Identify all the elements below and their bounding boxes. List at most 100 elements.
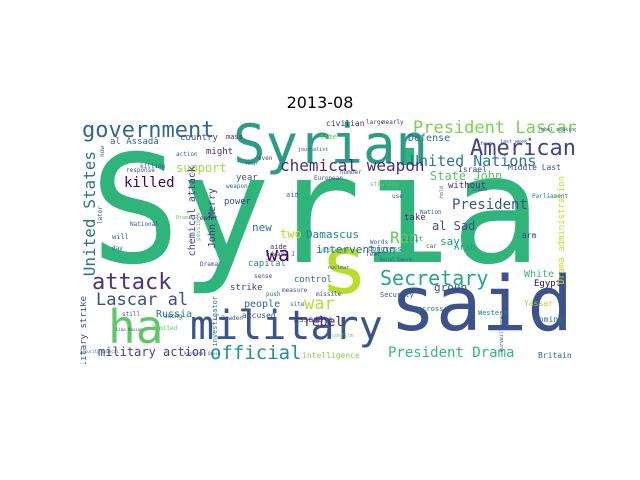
cloud-word: site — [290, 301, 305, 308]
cloud-word: surveillance — [499, 316, 505, 353]
cloud-word: response — [126, 167, 155, 174]
cloud-word: mass — [226, 133, 243, 141]
cloud-word: without — [448, 181, 486, 191]
cloud-word: Syrian — [233, 116, 429, 176]
cloud-word: two — [280, 227, 302, 241]
cloud-word: Drama — [176, 215, 192, 221]
cloud-word: time — [320, 133, 337, 141]
cloud-word: last week — [500, 139, 528, 145]
cloud-word: Western — [478, 309, 508, 317]
cloud-word: car — [426, 243, 437, 250]
cloud-word: said — [390, 259, 574, 348]
cloud-word: State John — [430, 169, 503, 183]
cloud-word: Lima Massan — [116, 327, 143, 332]
cloud-word: even — [258, 155, 273, 162]
cloud-word: President Lascar — [413, 118, 576, 138]
cloud-word: chemical weapon — [280, 156, 425, 175]
cloud-word: among — [164, 313, 183, 320]
cloud-word: Defense — [408, 133, 451, 144]
cloud-word: now — [99, 146, 106, 157]
cloud-word: year — [236, 173, 258, 183]
cloud-word: al Sad — [432, 219, 476, 233]
cloud-word: four — [480, 141, 493, 147]
cloud-word: possible — [195, 212, 202, 241]
cloud-word: official — [210, 342, 302, 364]
cloud-word: journalist — [298, 147, 329, 153]
cloud-word: group — [434, 281, 468, 294]
cloud-word: Security — [380, 291, 414, 299]
cloud-word: killed — [124, 175, 175, 191]
cloud-word: rebel seeking — [538, 127, 576, 133]
cloud-word: Britain — [538, 351, 572, 360]
cloud-word: European — [314, 175, 343, 182]
cloud-word: still — [122, 311, 141, 318]
cloud-word: aide — [270, 243, 287, 251]
cloud-word: military action — [98, 345, 207, 359]
cloud-word: confirm — [332, 333, 354, 339]
cloud-word: rebel — [304, 315, 344, 330]
cloud-word: use — [392, 193, 403, 200]
cloud-word: aid — [286, 191, 299, 199]
wordcloud-canvas: Syria said Syrian military ha s government atta… — [80, 116, 576, 364]
cloud-word: attack — [92, 270, 172, 295]
cloud-word: country — [180, 133, 218, 143]
cloud-word: limited — [152, 325, 178, 332]
cloud-word: American — [470, 136, 576, 161]
cloud-word: near — [246, 161, 259, 167]
cloud-word: government — [82, 118, 215, 143]
cloud-word: fear — [366, 251, 381, 258]
cloud-word: National — [130, 221, 159, 228]
cloud-word: Arab — [454, 243, 476, 253]
cloud-word: J Bowden — [214, 315, 243, 322]
cloud-word: war — [304, 294, 335, 314]
cloud-word: leader — [196, 215, 218, 222]
cloud-word: issue — [472, 187, 488, 193]
cloud-word: Egypt — [534, 279, 562, 289]
cloud-word: say — [440, 235, 460, 248]
chart-title: 2013-08 — [286, 93, 354, 112]
cloud-word: Russia — [156, 309, 193, 320]
cloud-word: strike — [230, 283, 263, 293]
cloud-word: push — [266, 291, 281, 298]
cloud-word: will — [112, 233, 129, 241]
cloud-word: strategy — [370, 181, 399, 188]
cloud-word: Congress — [368, 245, 402, 253]
cloud-word: take — [404, 213, 426, 223]
cloud-word: Israel — [458, 165, 487, 174]
cloud-word: across — [418, 305, 444, 313]
cloud-word: measure — [282, 287, 308, 294]
cloud-word: United Nations — [410, 152, 537, 170]
cloud-word: capital — [248, 259, 286, 269]
cloud-word: al Assadâ — [110, 137, 159, 147]
cloud-word: nearly — [382, 119, 404, 126]
cloud-word: civilian — [326, 119, 365, 128]
cloud-word: United States — [80, 151, 99, 277]
cloud-word: intelligence — [302, 351, 360, 360]
cloud-word: Edward J — [266, 251, 295, 258]
cloud-word: missile — [316, 291, 342, 298]
cloud-word: number — [340, 169, 362, 176]
cloud-word: later — [97, 206, 104, 225]
cloud-word: Rochester David — [184, 351, 221, 356]
cloud-word: Damascus — [306, 228, 359, 241]
cloud-word: Secretary — [380, 266, 489, 290]
cloud-word: Drama — [200, 261, 219, 268]
cloud-word: military — [190, 303, 383, 349]
cloud-word: killing — [140, 163, 166, 170]
cloud-word: might — [206, 147, 234, 157]
cloud-word: visit — [402, 235, 424, 243]
cloud-word: new — [252, 221, 272, 234]
cloud-word: Yassar — [524, 299, 553, 308]
cloud-word: people — [244, 299, 281, 310]
cloud-word: sense — [254, 273, 273, 280]
cloud-word: Middle Last — [508, 163, 561, 172]
cloud-word: Nation — [420, 209, 442, 216]
cloud-word: arm — [522, 231, 537, 240]
cloud-word: President Drama — [388, 345, 515, 361]
cloud-word: control — [294, 275, 332, 285]
cloud-word: Ran — [390, 228, 419, 247]
cloud-word: White — [524, 269, 555, 280]
cloud-word: ha — [108, 300, 164, 354]
cloud-word: support — [176, 161, 227, 175]
